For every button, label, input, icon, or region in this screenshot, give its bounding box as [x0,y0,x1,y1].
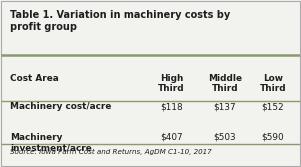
Text: Low
Third: Low Third [259,74,286,93]
Text: $152: $152 [262,102,284,111]
Text: Machinery
investment/acre: Machinery investment/acre [10,133,92,152]
Text: Table 1. Variation in machinery costs by
profit group: Table 1. Variation in machinery costs by… [10,10,231,32]
Text: $118: $118 [160,102,183,111]
Text: $137: $137 [214,102,236,111]
Text: Cost Area: Cost Area [10,74,59,83]
Text: $503: $503 [214,133,236,142]
Text: $407: $407 [160,133,183,142]
Text: High
Third: High Third [158,74,185,93]
Text: Middle
Third: Middle Third [208,74,242,93]
Text: Source: Iowa Farm Cost and Returns, AgDM C1-10, 2017: Source: Iowa Farm Cost and Returns, AgDM… [10,149,212,155]
Text: $590: $590 [262,133,284,142]
Text: Machinery cost/acre: Machinery cost/acre [10,102,112,111]
